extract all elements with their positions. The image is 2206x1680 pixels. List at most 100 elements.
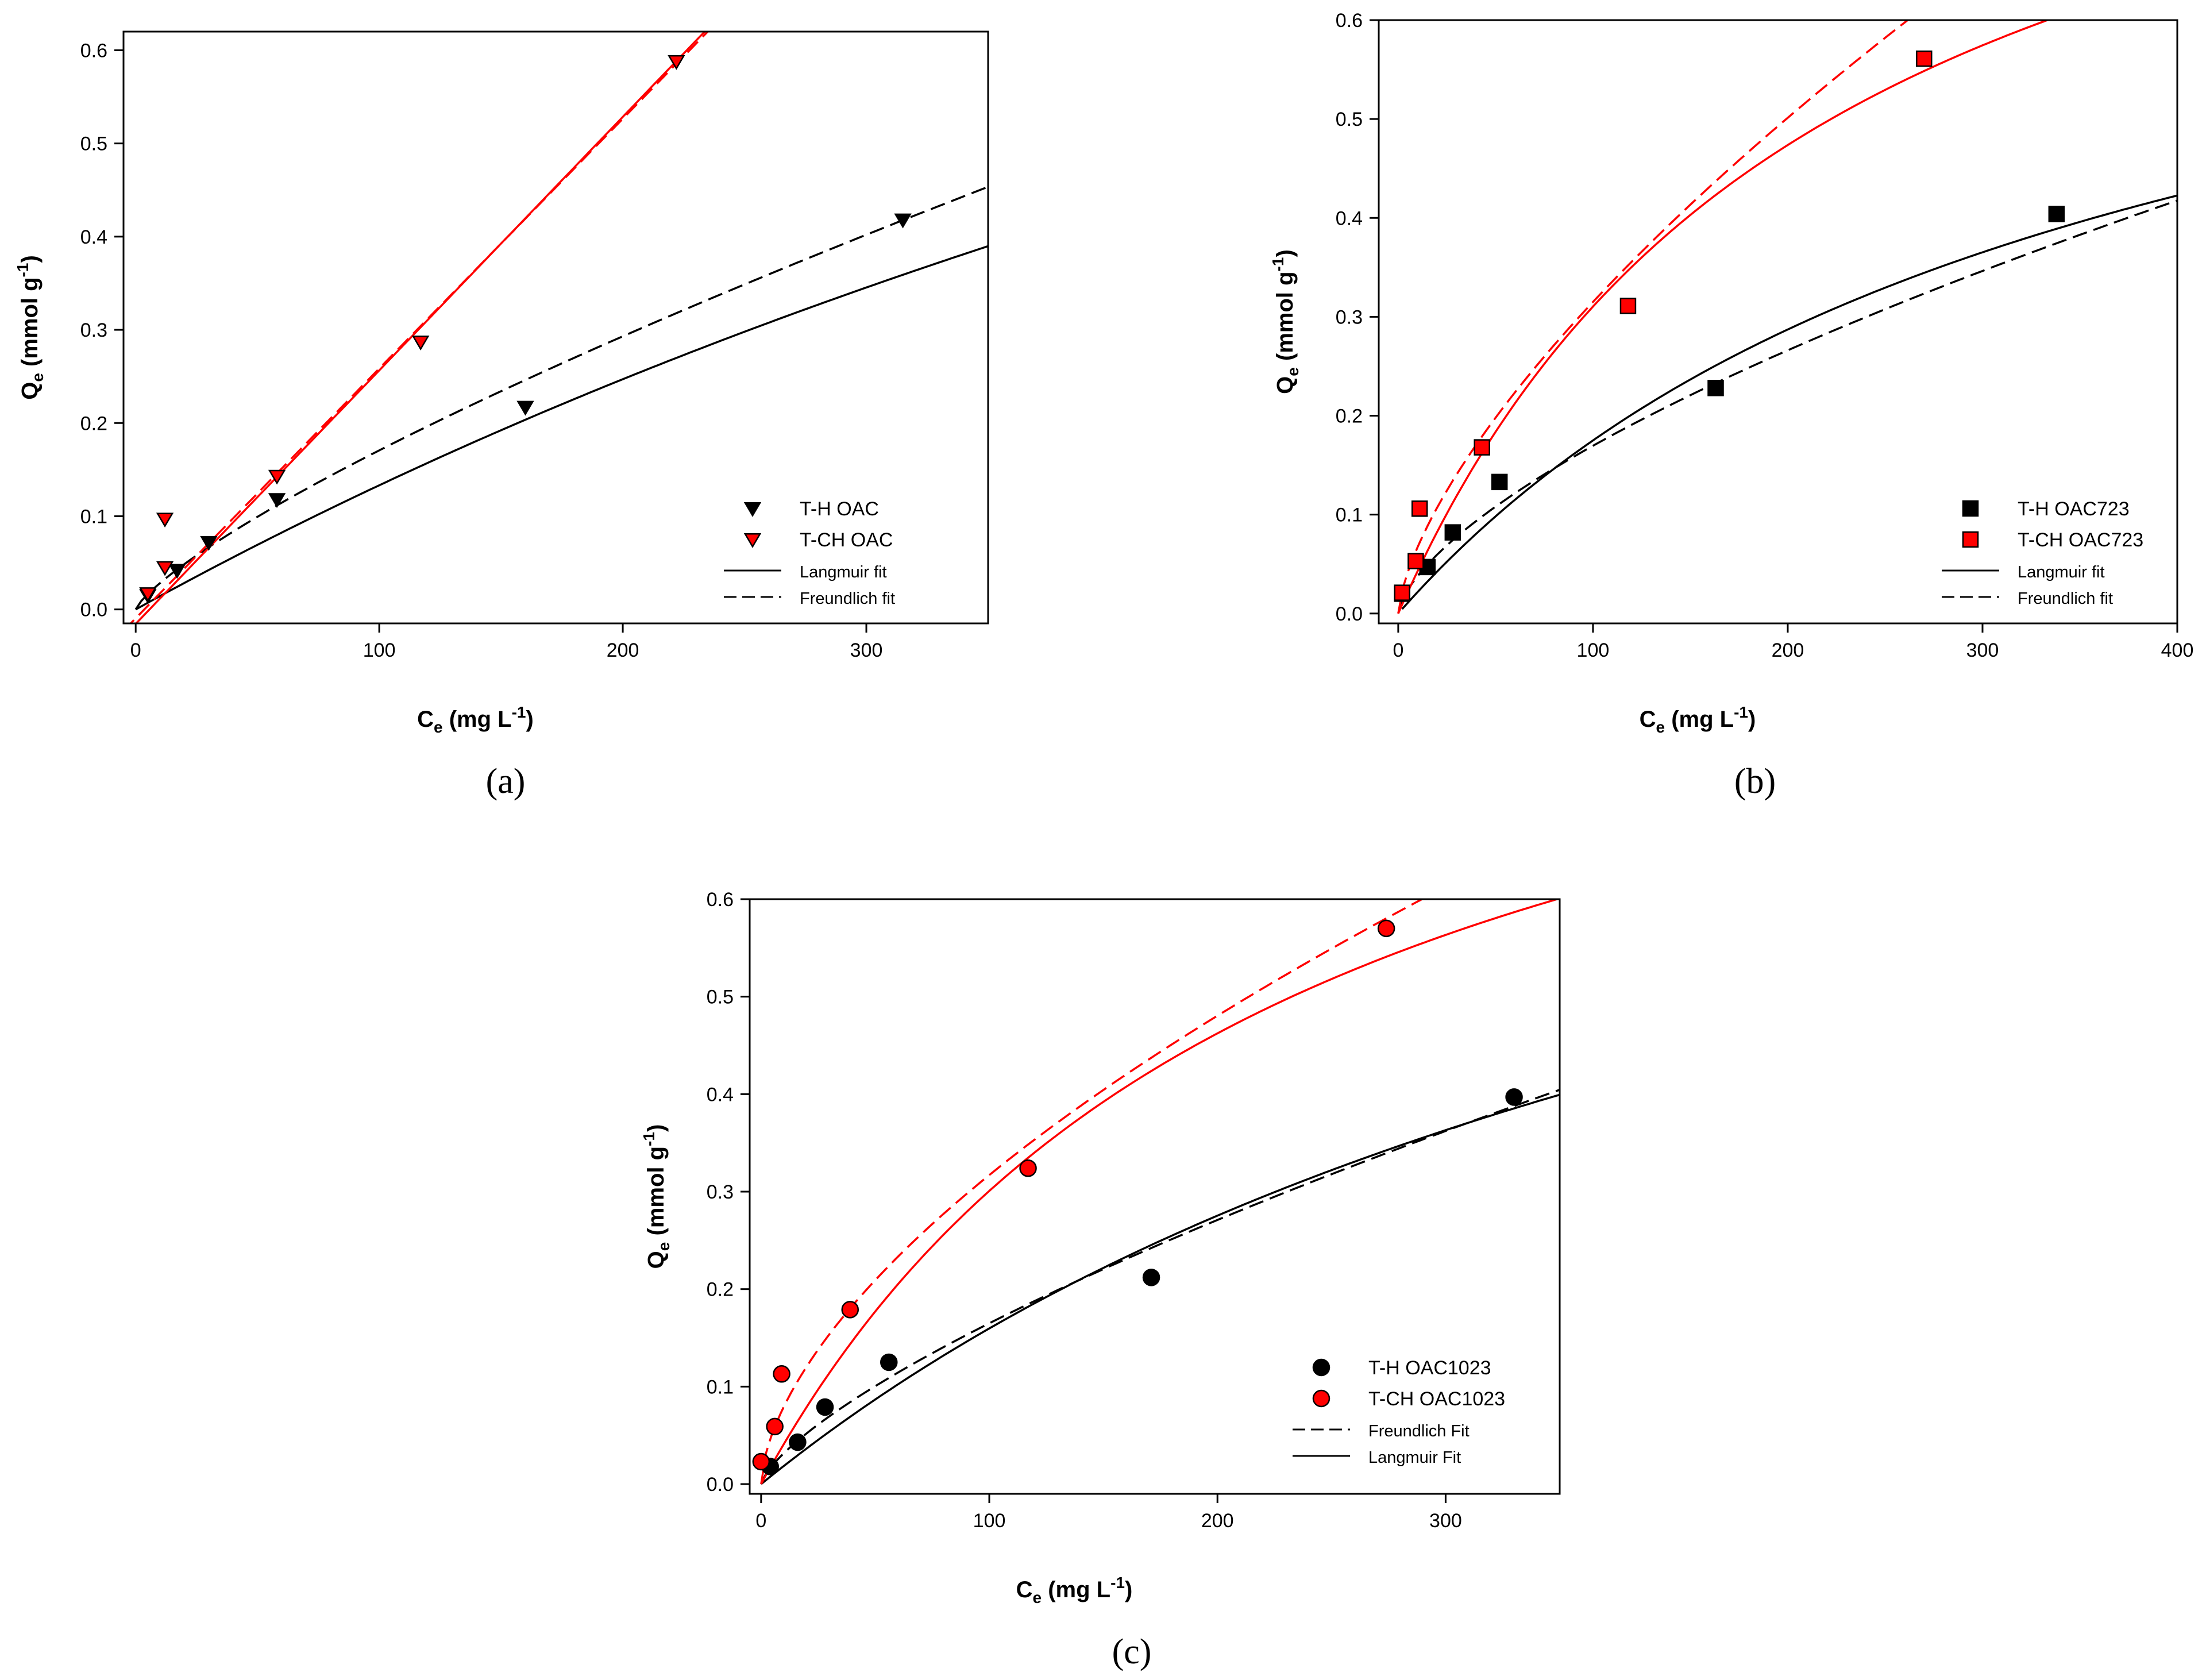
y-tick-label: 0.3 [80,319,107,341]
legend-t-ch-oac1023-label: T-CH OAC1023 [1368,1388,1505,1410]
y-tick-label: 0.0 [80,599,107,621]
y-tick-label: 0.4 [80,226,107,248]
t-ch-oac-point [268,469,286,485]
x-axis-title-unit: (mg L [443,707,512,732]
y-tick-label: 0.5 [80,133,107,155]
x-axis-title-close-paren: ) [1125,1577,1132,1602]
x-tick-label: 300 [1429,1510,1462,1532]
x-axis-title: Ce (mg L-1) [1016,1574,1133,1606]
y-axis-title-close-paren: ) [643,1124,669,1132]
t-ch-oac723-point [1411,500,1428,517]
t-ch-oac1023-langmuir-fit-curve [760,899,1560,1485]
y-axis-title-superscript: -1 [14,263,32,278]
t-h-oac723-point [2048,206,2065,222]
x-axis-title-superscript: -1 [1110,1574,1125,1592]
panel-b: 0 100 200 300 400 0.0 0.1 0.2 0.3 0.4 0.5 0.6 Ce (mg… [1269,10,2194,801]
y-tick-label: 0.6 [1336,10,1363,32]
y-tick-label: 0.5 [1336,109,1363,130]
x-tick-label: 0 [130,639,141,661]
y-tick-label: 0.2 [1336,406,1363,427]
x-axis-title-symbol: C [1016,1577,1033,1602]
t-h-oac-point [268,493,286,508]
t-ch-oac723-langmuir-fit-curve [1397,20,2050,614]
t-h-oac723-point [1444,524,1461,541]
x-axis-title-close-paren: ) [526,707,534,732]
legend-langmuir-fit-label: Langmuir fit [800,563,887,581]
t-ch-oac-point [139,587,157,602]
y-axis-title: Qe (mmol g-1) [14,255,47,400]
t-ch-oac723-point [1619,298,1637,314]
t-ch-oac-point [156,561,174,576]
legend-freundlich-fit-label: Freundlich fit [800,589,895,608]
y-tick-label: 0.2 [707,1279,734,1301]
y-tick-label: 0.1 [707,1376,734,1398]
legend-t-h-oac723-marker [1962,500,1979,517]
t-ch-oac1023-point [773,1365,790,1383]
legend-t-h-oac723-label: T-H OAC723 [2018,498,2130,520]
t-h-oac-point [894,213,912,229]
x-axis-title-symbol: C [1640,707,1656,732]
t-ch-oac-point [156,513,174,528]
t-h-oac1023-point [789,1433,807,1451]
t-h-oac1023-langmuir-fit-curve [760,1093,1560,1485]
t-ch-oac1023-point [752,1452,770,1471]
x-tick-label: 400 [2161,639,2194,661]
y-axis-title: Qe (mmol g-1) [1269,249,1302,394]
plot-frame [1378,19,2178,625]
y-axis-title-unit: (mmol g [17,277,43,373]
t-h-oac-point [200,535,218,551]
y-tick-label: 0.2 [80,413,107,434]
legend-freundlich-fit-label: Freundlich fit [2018,589,2113,608]
legend-t-ch-oac723-label: T-CH OAC723 [2018,529,2143,551]
t-h-oac723-point [1707,380,1724,396]
legend-t-ch-oac1023-marker [1312,1389,1330,1408]
t-ch-oac723-freundlich-fit-curve [1397,20,1910,614]
t-ch-oac723-point [1474,439,1490,456]
legend-t-ch-oac-label: T-CH OAC [800,529,893,551]
y-tick-label: 0.3 [1336,306,1363,328]
t-h-oac-point [516,400,534,416]
data-points [1394,50,2065,602]
legend-t-ch-oac723-marker [1962,531,1979,548]
legend-t-h-oac-marker [743,502,762,517]
x-tick-label: 200 [1772,639,1804,661]
t-ch-oac723-point [1916,50,1933,67]
t-h-oac723-langmuir-fit-curve [1401,194,2177,610]
panel-label: (c) [1112,1632,1152,1671]
t-h-oac1023-point [1505,1088,1523,1106]
y-axis-title-subscript: e [29,373,47,382]
legend-langmuir-fit-label: Langmuir fit [2018,563,2105,581]
x-axis-title-close-paren: ) [1748,707,1756,732]
legend-freundlich-fit-label: Freundlich Fit [1368,1422,1470,1440]
data-points [139,55,912,604]
t-ch-oac-point [412,336,430,350]
t-h-oac-point [168,564,186,579]
panel-label: (b) [1734,762,1776,801]
y-tick-label: 0.5 [707,987,734,1008]
t-h-oac723-freundlich-fit-curve [1397,199,2177,614]
plot-frame [122,30,989,625]
y-axis-title: Qe (mmol g-1) [640,1124,673,1269]
t-h-oac723-point [1491,473,1508,491]
x-axis-title-subscript: e [434,718,443,736]
x-tick-label: 100 [1577,639,1610,661]
y-tick-label: 0.3 [707,1181,734,1203]
t-h-oac1023-point [1142,1269,1160,1286]
legend-t-ch-oac-marker [743,533,762,548]
y-axis-title-superscript: -1 [1269,257,1287,272]
x-tick-label: 100 [973,1510,1006,1532]
y-tick-label: 0.4 [707,1084,734,1105]
x-axis-title-unit: (mg L [1042,1577,1110,1602]
legend: T-H OAC1023 T-CH OAC1023 Freundlich Fit Lan… [1293,1357,1505,1467]
t-ch-oac1023-point [766,1417,784,1436]
y-axis-title-symbol: Q [643,1251,669,1269]
y-axis-title-superscript: -1 [640,1132,658,1146]
y-axis-title-subscript: e [655,1242,673,1251]
t-ch-oac723-point [1394,584,1410,601]
t-ch-oac1023-point [1019,1159,1037,1177]
x-tick-label: 100 [363,639,396,661]
x-axis-title-subscript: e [1033,1589,1042,1606]
legend-langmuir-fit-label: Langmuir Fit [1368,1448,1461,1467]
t-ch-oac1023-point [841,1301,859,1319]
